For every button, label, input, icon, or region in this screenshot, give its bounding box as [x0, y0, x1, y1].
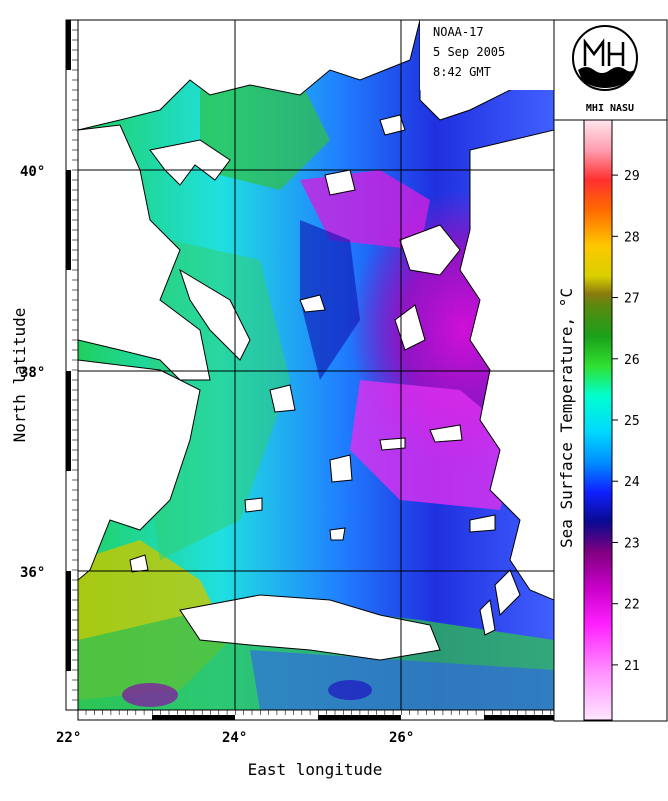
land-ikaria [379, 437, 406, 451]
blue-eddy [328, 680, 372, 700]
colorbar-tick-label: 25 [624, 414, 640, 429]
land-rhodes [494, 569, 521, 617]
land-samothrace [379, 114, 406, 136]
lat-ruler-black-1 [66, 20, 71, 70]
lon-tick-label: 24° [222, 730, 247, 746]
land-samos [429, 424, 463, 443]
colorbar-tick-label: 29 [624, 169, 640, 184]
land-andros [269, 384, 296, 413]
x-axis-title: East longitude [248, 760, 383, 779]
lat-minor-ticks [72, 29, 78, 701]
land-kythira [129, 554, 149, 573]
lat-tick-label: 36° [20, 565, 45, 581]
time-label: 8:42 GMT [433, 65, 491, 79]
navy-channel [300, 220, 360, 380]
date-label: 5 Sep 2005 [433, 45, 505, 59]
lat-ruler-black-3 [66, 371, 71, 471]
green-north-waters [200, 80, 330, 190]
colorbar-title: Sea Surface Temperature, °C [557, 288, 576, 548]
map-panel [78, 20, 554, 710]
lon-ruler-black-2 [318, 715, 401, 720]
land-karpathos [479, 598, 496, 636]
land-kos [469, 514, 496, 533]
land-chios [394, 304, 426, 351]
blue-south-waters [250, 650, 554, 710]
magenta-east-waters [350, 380, 520, 510]
land-milos [244, 497, 263, 513]
land-peloponnese [78, 359, 201, 581]
longitude-ruler [77, 709, 555, 721]
mhi-logo: MHI NASU [553, 19, 668, 121]
colorbar-tick-label: 24 [624, 475, 640, 490]
y-axis-title: North latitude [10, 308, 29, 443]
colorbar-tick-label: 26 [624, 353, 640, 368]
lon-tick-label: 22° [56, 730, 81, 746]
land-greece-north [78, 20, 421, 131]
lon-ruler-frame [77, 709, 555, 721]
lat-tick-label: 40° [20, 164, 45, 180]
info-box [420, 20, 554, 90]
colorbar-tick-label: 21 [624, 659, 640, 674]
logo-waves-icon [578, 67, 634, 88]
lat-ruler-black-2 [66, 170, 71, 270]
lon-ruler-black-3 [484, 715, 554, 720]
land-lemnos [324, 169, 356, 196]
colorbar-tick-label: 22 [624, 598, 640, 613]
lon-ruler-black-1 [152, 715, 235, 720]
lat-tick-label: 38° [20, 365, 45, 381]
satellite-label: NOAA-17 [433, 25, 484, 39]
logo-caption: MHI NASU [586, 103, 634, 114]
colorbar-tick-label: 23 [624, 536, 640, 551]
lat-ruler-black-4 [66, 571, 71, 671]
land-naxos [329, 454, 353, 483]
colorbar-tick-label: 28 [624, 230, 640, 245]
purple-eddy [122, 683, 178, 707]
land-crete [179, 594, 441, 661]
land-skyros [299, 294, 326, 313]
land-turkey [459, 129, 554, 601]
lon-minor-ticks [85, 710, 552, 715]
colorbar-tick-label: 27 [624, 292, 640, 307]
logo-letters-icon [583, 38, 625, 66]
colorbar: 29 28 27 26 25 24 23 22 21 Sea Surface Temperatu… [553, 119, 668, 722]
colorbar-gradient [583, 119, 613, 721]
graticule [78, 20, 554, 710]
land-chalkidiki [149, 139, 231, 186]
colorbar-ticks: 29 28 27 26 25 24 23 22 21 [612, 169, 640, 674]
land-euboea [179, 268, 251, 361]
land-thera [329, 527, 346, 541]
land-lesbos [399, 224, 461, 276]
latitude-ruler [65, 19, 79, 711]
lon-tick-label: 26° [389, 730, 414, 746]
